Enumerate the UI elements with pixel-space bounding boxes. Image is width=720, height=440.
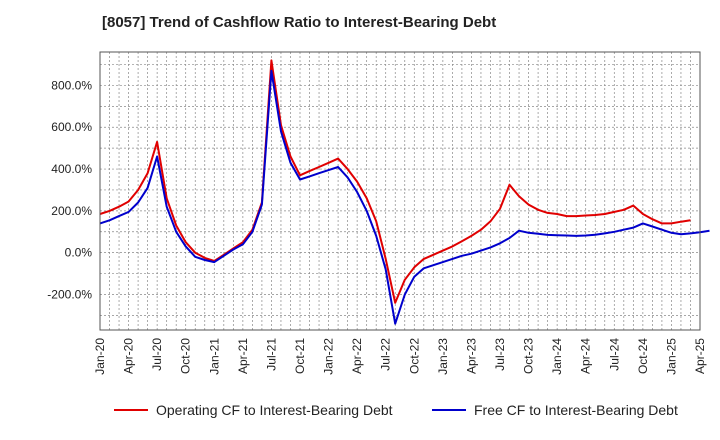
x-tick-label: Apr-22 [350,338,364,374]
legend-label-free-cf: Free CF to Interest-Bearing Debt [474,402,678,418]
legend-swatch-free-cf [432,409,466,411]
x-tick-label: Jul-23 [493,338,507,371]
y-tick-label: 600.0% [51,120,92,134]
x-tick-label: Apr-21 [236,338,250,374]
x-tick-label: Oct-22 [407,338,421,374]
chart-title: [8057] Trend of Cashflow Ratio to Intere… [102,14,497,31]
series-line-operating-cf [99,59,691,304]
legend-item-free-cf: Free CF to Interest-Bearing Debt [432,402,678,418]
legend-item-operating-cf: Operating CF to Interest-Bearing Debt [114,402,393,418]
x-tick-label: Apr-25 [693,338,707,374]
x-tick-label: Jan-25 [664,338,678,375]
x-tick-label: Jan-24 [550,338,564,375]
y-tick-label: 0.0% [65,246,93,260]
plot-frame [99,51,701,331]
x-tick-label: Apr-24 [579,338,593,374]
x-tick-label: Jan-20 [93,338,107,375]
x-tick-label: Oct-24 [636,338,650,374]
y-axis: -200.0% 0.0% 200.0% 400.0% 600.0% 800.0% [47,78,92,301]
x-tick-label: Jul-22 [379,338,393,371]
x-tick-label: Apr-23 [464,338,478,374]
y-tick-label: 400.0% [51,162,92,176]
x-tick-label: Apr-20 [122,338,136,374]
x-tick-label: Jan-23 [436,338,450,375]
x-tick-label: Jan-21 [207,338,221,375]
legend-swatch-operating-cf [114,409,148,411]
legend: Operating CF to Interest-Bearing Debt Fr… [0,402,720,426]
legend-label-operating-cf: Operating CF to Interest-Bearing Debt [156,402,393,418]
y-tick-label: -200.0% [47,287,92,301]
y-tick-label: 800.0% [51,78,92,92]
series [99,59,710,325]
grid [100,52,700,330]
y-tick-label: 200.0% [51,204,92,218]
x-tick-label: Jan-22 [322,338,336,375]
x-axis: Jan-20 Apr-20 Jul-20 Oct-20 Jan-21 Apr-21 Jul-… [93,338,707,375]
x-tick-label: Oct-23 [522,338,536,374]
x-tick-label: Oct-21 [293,338,307,374]
x-tick-label: Oct-20 [179,338,193,374]
x-tick-label: Jul-21 [264,338,278,371]
series-line-free-cf [99,69,710,325]
x-tick-label: Jul-24 [607,338,621,371]
x-tick-label: Jul-20 [150,338,164,371]
